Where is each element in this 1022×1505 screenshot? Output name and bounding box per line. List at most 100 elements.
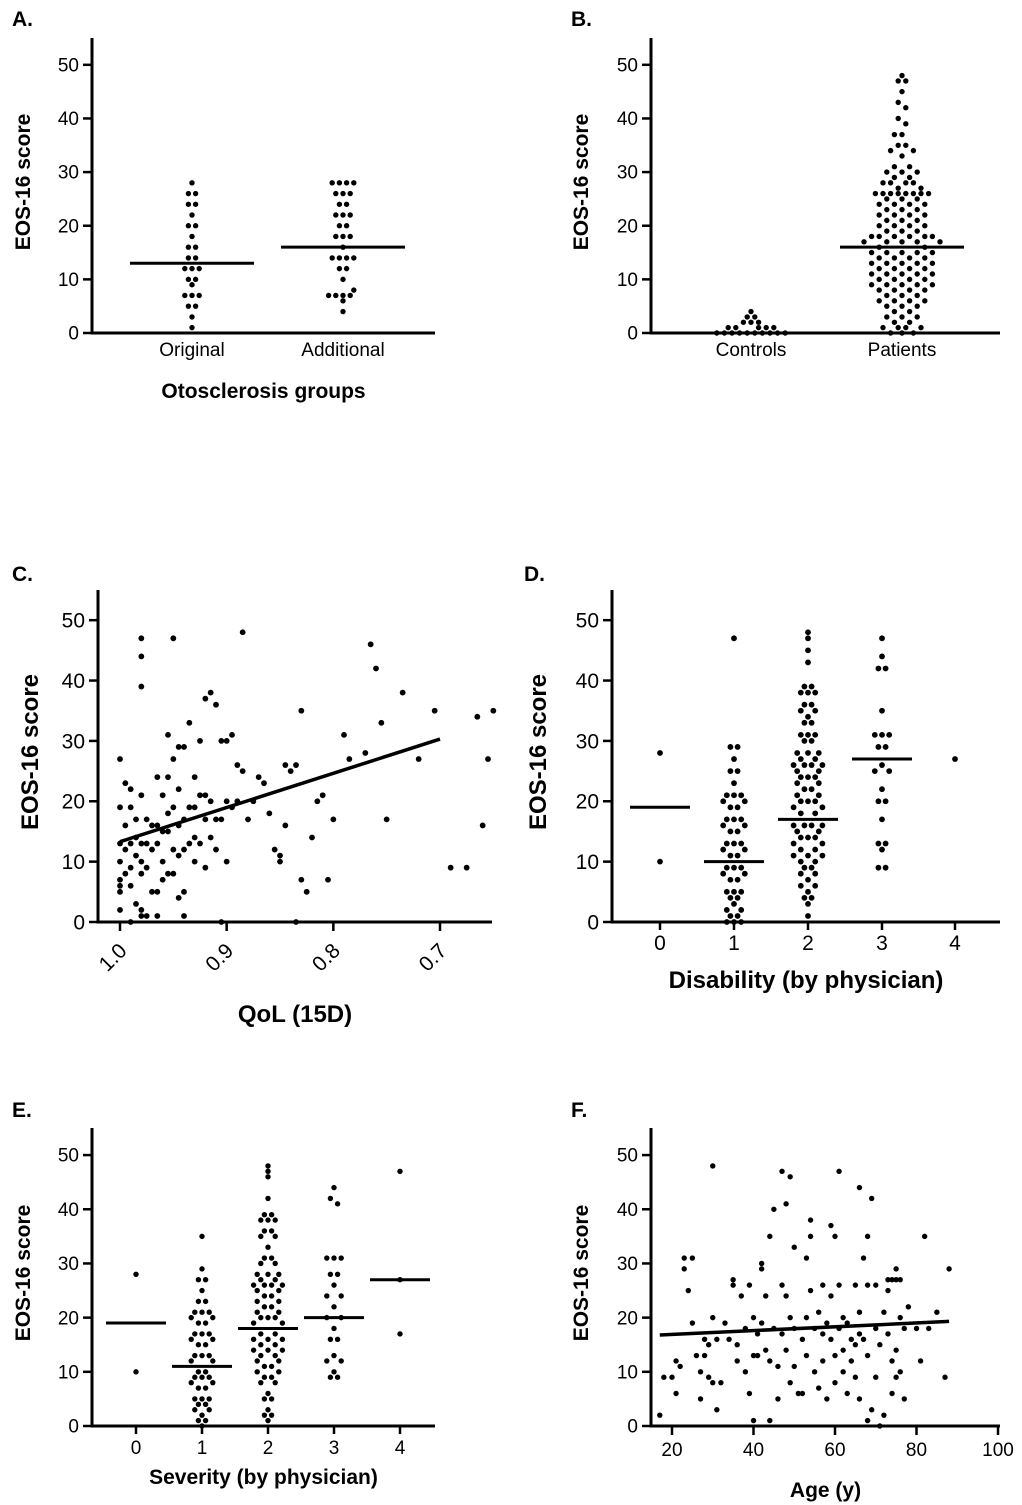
data-point — [329, 255, 335, 261]
data-point — [884, 228, 890, 234]
data-point — [790, 822, 797, 829]
data-point — [347, 212, 353, 218]
data-point — [330, 816, 337, 823]
data-point — [815, 828, 822, 835]
data-point — [727, 913, 734, 919]
data-point — [808, 864, 815, 871]
data-point — [884, 249, 890, 256]
panel-b: B. 0 10 20 30 40 50 EOS-16 score Controls Patient… — [570, 8, 1000, 361]
data-point — [338, 1293, 344, 1299]
data-point — [189, 265, 195, 272]
data-point — [340, 276, 346, 283]
data-point — [801, 786, 808, 793]
data-point — [767, 1417, 773, 1424]
data-point — [805, 876, 811, 883]
data-point — [801, 864, 808, 871]
data-point — [192, 255, 199, 261]
data-point — [261, 1211, 268, 1218]
data-point — [727, 744, 734, 750]
data-point — [797, 731, 804, 738]
data-point — [899, 153, 905, 159]
data-point — [723, 864, 730, 871]
data-point — [771, 324, 777, 331]
data-point — [265, 1163, 271, 1169]
data-point — [479, 822, 486, 829]
data-point — [891, 287, 898, 293]
data-point — [840, 1369, 846, 1375]
data-point — [138, 792, 145, 799]
data-point — [272, 1217, 278, 1223]
data-point — [268, 1282, 275, 1288]
data-point — [906, 233, 913, 240]
data-point — [138, 840, 145, 847]
data-point — [906, 223, 913, 229]
data-point — [159, 876, 166, 883]
data-point — [199, 1423, 205, 1429]
y-tick-label: 40 — [58, 109, 79, 130]
data-point — [154, 774, 161, 781]
data-point — [195, 1401, 202, 1408]
y-tick-label: 30 — [617, 1254, 638, 1275]
data-point — [195, 1417, 202, 1424]
data-point — [734, 1358, 740, 1364]
data-point — [929, 282, 936, 288]
y-tick-label: 50 — [58, 1146, 79, 1167]
data-point — [942, 1374, 948, 1380]
data-point — [808, 894, 815, 901]
data-point — [701, 1352, 708, 1359]
data-point — [154, 913, 161, 919]
data-point — [210, 1379, 216, 1386]
data-point — [673, 1358, 679, 1364]
data-point — [808, 719, 815, 726]
data-point — [754, 1352, 761, 1359]
data-point — [327, 1271, 334, 1277]
data-point — [341, 731, 347, 738]
data-point — [265, 1336, 271, 1343]
data-point — [868, 1407, 875, 1413]
data-point — [783, 1201, 789, 1207]
panel-c: C. 0 10 20 30 40 50 EOS-16 score QoL (15D) 1.0 0.9… — [12, 563, 497, 1028]
data-point — [383, 816, 390, 823]
data-point — [882, 798, 889, 805]
data-point — [720, 870, 727, 877]
data-point — [701, 1336, 708, 1343]
data-point — [808, 786, 815, 793]
data-point — [343, 265, 350, 272]
data-point — [918, 185, 924, 191]
data-point — [758, 1266, 765, 1272]
data-point — [331, 1282, 337, 1288]
data-point — [309, 834, 315, 841]
data-point — [268, 1228, 275, 1234]
data-point — [378, 719, 385, 726]
data-point — [258, 1379, 264, 1386]
data-point — [397, 1331, 403, 1337]
data-point — [893, 1266, 899, 1272]
data-point — [170, 804, 177, 811]
data-point — [199, 1396, 205, 1402]
data-point — [794, 780, 801, 787]
data-point — [779, 1331, 785, 1337]
data-point — [265, 1390, 271, 1397]
data-point — [197, 738, 203, 744]
data-point — [734, 828, 741, 835]
data-point — [910, 147, 917, 154]
data-point — [899, 314, 905, 320]
data-point — [189, 324, 195, 331]
data-point — [840, 1347, 846, 1353]
data-point — [207, 834, 214, 841]
data-point — [812, 798, 819, 805]
data-point — [741, 798, 748, 805]
data-point — [258, 1314, 264, 1321]
data-point — [133, 1369, 139, 1375]
data-point — [261, 1255, 268, 1261]
data-point — [710, 1379, 716, 1386]
data-point — [910, 330, 917, 336]
data-point — [812, 810, 819, 817]
data-point — [808, 701, 815, 708]
data-point — [801, 822, 808, 829]
data-point — [197, 792, 203, 799]
data-point — [906, 255, 913, 261]
data-point — [884, 303, 890, 309]
data-point — [803, 1314, 810, 1321]
data-point — [891, 164, 898, 170]
